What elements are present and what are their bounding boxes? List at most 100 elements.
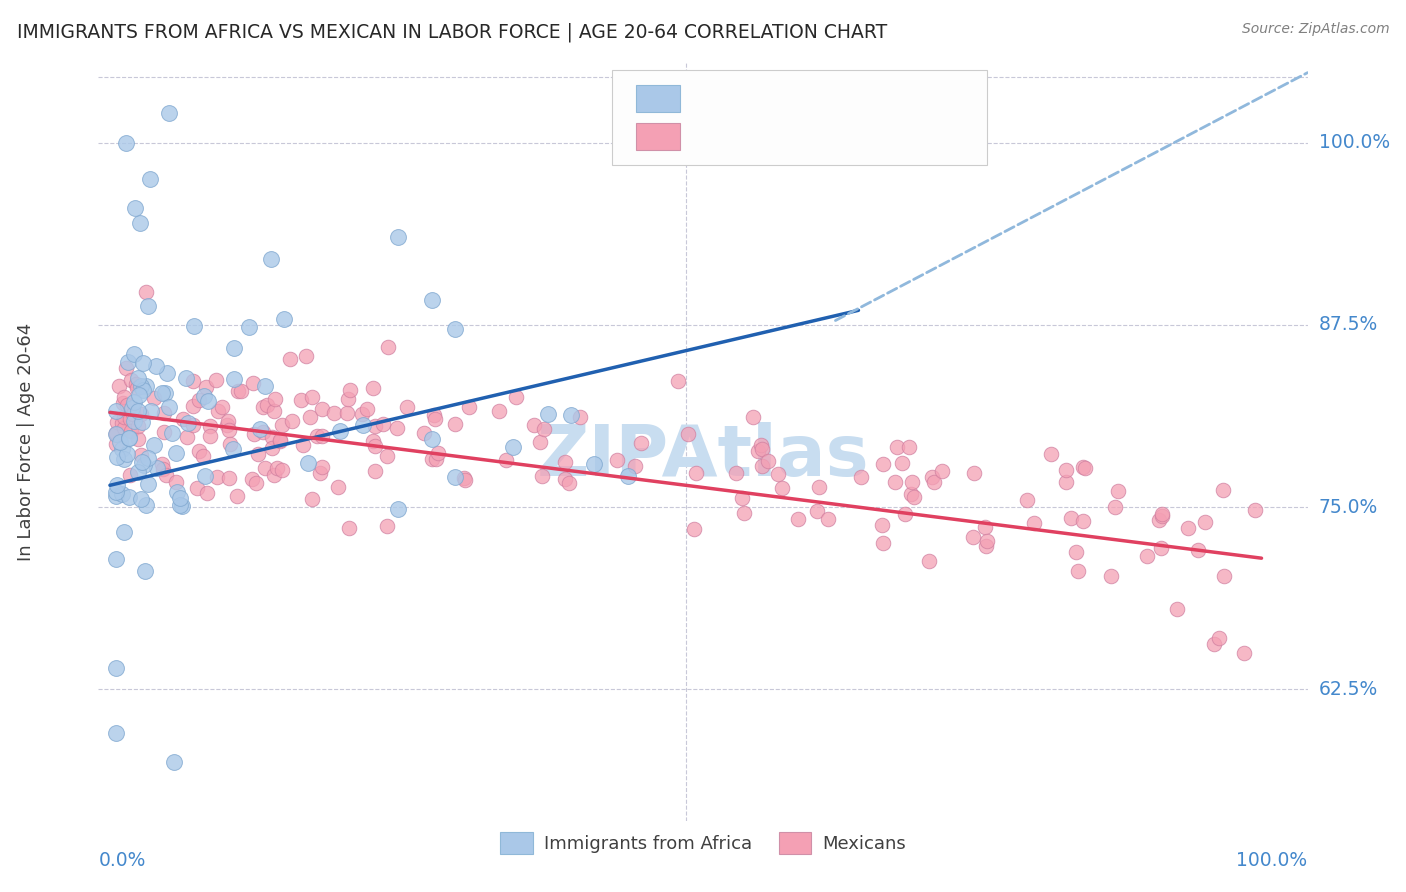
Text: 100.0%: 100.0% <box>1319 133 1389 153</box>
Point <box>260 252 283 267</box>
Point <box>169 498 191 512</box>
Point <box>1022 516 1045 530</box>
Text: ZIPAtlas: ZIPAtlas <box>537 422 869 491</box>
Point <box>181 400 204 414</box>
Point <box>364 419 387 434</box>
Point <box>131 415 153 429</box>
Point <box>104 489 127 503</box>
Point <box>890 456 912 470</box>
Point <box>1233 646 1256 660</box>
Point <box>375 519 398 533</box>
Point <box>111 416 134 430</box>
Point <box>976 539 998 553</box>
Point <box>682 522 704 536</box>
Point <box>186 481 208 495</box>
Point <box>143 437 166 451</box>
Point <box>139 172 162 186</box>
Point <box>229 384 252 399</box>
Point <box>290 393 312 408</box>
Point <box>291 437 314 451</box>
Point <box>1060 511 1083 525</box>
Point <box>747 444 769 458</box>
Point <box>110 435 132 450</box>
Point <box>254 460 277 475</box>
Point <box>806 504 828 518</box>
Text: 87.5%: 87.5% <box>1319 316 1378 334</box>
Point <box>900 475 922 490</box>
Point <box>134 564 156 578</box>
Point <box>751 438 773 452</box>
Point <box>751 442 773 456</box>
Point <box>170 499 193 513</box>
Point <box>425 412 447 426</box>
Point <box>200 429 222 443</box>
Point <box>444 321 467 335</box>
Point <box>205 469 228 483</box>
Point <box>193 389 215 403</box>
Point <box>531 468 554 483</box>
Point <box>350 408 373 422</box>
Point <box>181 374 204 388</box>
Point <box>238 320 260 334</box>
Point <box>849 470 872 484</box>
Point <box>505 391 527 405</box>
Point <box>1152 508 1174 523</box>
Text: 88: 88 <box>905 88 934 108</box>
Point <box>311 401 333 416</box>
Point <box>676 426 699 441</box>
Point <box>270 463 292 477</box>
Point <box>174 371 197 385</box>
Point <box>172 412 194 426</box>
Point <box>104 660 127 674</box>
Point <box>1152 507 1174 521</box>
Point <box>872 536 894 550</box>
Legend: Immigrants from Africa, Mexicans: Immigrants from Africa, Mexicans <box>494 824 912 861</box>
Point <box>270 417 292 432</box>
Text: In Labor Force | Age 20-64: In Labor Force | Age 20-64 <box>17 322 35 561</box>
Point <box>1064 545 1087 559</box>
Point <box>443 417 465 431</box>
Point <box>143 391 166 405</box>
Point <box>104 404 127 418</box>
Point <box>962 530 984 544</box>
Point <box>118 431 141 445</box>
Point <box>311 460 333 475</box>
Point <box>107 378 129 392</box>
Point <box>166 485 188 500</box>
Point <box>115 360 138 375</box>
Point <box>127 419 149 434</box>
Point <box>204 373 226 387</box>
Point <box>529 435 551 450</box>
Point <box>336 406 359 420</box>
Point <box>278 351 301 366</box>
Point <box>165 475 187 489</box>
Point <box>557 475 579 490</box>
Point <box>1040 447 1063 461</box>
Point <box>105 415 128 429</box>
Point <box>193 449 215 463</box>
Point <box>112 396 135 410</box>
Point <box>329 424 352 438</box>
Point <box>183 319 205 334</box>
Point <box>207 404 229 418</box>
Point <box>488 404 510 418</box>
Point <box>121 401 143 416</box>
Point <box>125 381 148 395</box>
Point <box>224 342 246 356</box>
Text: N=: N= <box>834 127 883 146</box>
Point <box>1017 493 1039 508</box>
Point <box>225 489 247 503</box>
Point <box>373 417 395 432</box>
Point <box>685 466 707 480</box>
Point <box>886 441 908 455</box>
Point <box>364 439 387 453</box>
Point <box>1104 500 1126 514</box>
Point <box>222 442 245 457</box>
Text: 0.237: 0.237 <box>752 88 821 108</box>
Point <box>894 507 917 521</box>
Point <box>770 481 793 495</box>
Point <box>523 418 546 433</box>
Point <box>1107 484 1129 499</box>
Point <box>112 390 135 404</box>
Point <box>385 421 408 435</box>
